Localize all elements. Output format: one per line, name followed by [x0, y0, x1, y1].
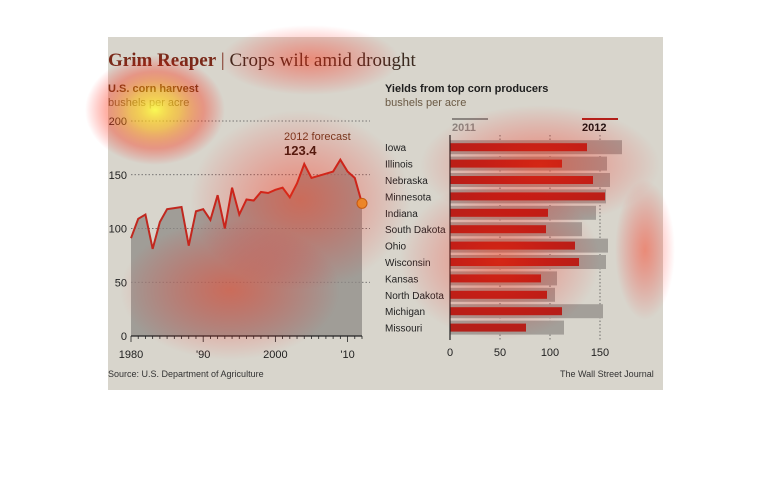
left-y-tick-label: 150 [109, 170, 127, 182]
right-subhead: Yields from top corn producers [385, 83, 549, 95]
state-label: Nebraska [385, 176, 428, 187]
bar-2012 [450, 192, 605, 201]
state-label: Indiana [385, 209, 418, 220]
legend-2012-label: 2012 [582, 122, 606, 134]
left-x-tick-label: 1980 [119, 349, 143, 361]
left-y-tick-label: 0 [121, 331, 127, 343]
left-y-tick-label: 100 [109, 224, 127, 236]
bar-2012 [450, 307, 562, 316]
bar-2012 [450, 143, 587, 152]
state-label: Wisconsin [385, 258, 431, 269]
left-x-tick-label: '90 [196, 349, 210, 361]
bar-2012 [450, 258, 579, 266]
bar-2012 [450, 290, 547, 299]
forecast-label: 2012 forecast [284, 131, 351, 143]
state-label: Illinois [385, 160, 413, 171]
source-note: Source: U.S. Department of Agriculture [108, 369, 264, 379]
bar-2012 [450, 241, 575, 250]
bar-2012 [450, 208, 548, 217]
state-label: Minnesota [385, 192, 432, 203]
credit-note: The Wall Street Journal [560, 369, 654, 379]
bar-2012 [450, 159, 562, 168]
left-x-tick-label: '10 [340, 349, 354, 361]
bar-2012 [450, 274, 541, 283]
left-y-tick-label: 200 [109, 116, 127, 128]
state-label: South Dakota [385, 225, 446, 236]
forecast-value: 123.4 [284, 143, 317, 158]
left-area-fill [131, 159, 362, 336]
left-y-tick-label: 50 [115, 277, 127, 289]
state-label: Kansas [385, 274, 418, 285]
bar-2012 [450, 176, 593, 184]
legend-2011-label: 2011 [452, 122, 476, 134]
bar-2012 [450, 323, 526, 332]
right-x-tick-label: 100 [541, 347, 559, 359]
bar-2012 [450, 225, 546, 234]
left-x-tick-label: 2000 [263, 349, 287, 361]
right-x-tick-label: 50 [494, 347, 506, 359]
state-label: Iowa [385, 143, 407, 154]
state-label: North Dakota [385, 291, 444, 302]
state-label: Missouri [385, 324, 422, 335]
right-x-tick-label: 0 [447, 347, 453, 359]
right-x-tick-label: 150 [591, 347, 609, 359]
forecast-point [356, 197, 368, 209]
state-label: Ohio [385, 242, 407, 253]
state-label: Michigan [385, 307, 425, 318]
